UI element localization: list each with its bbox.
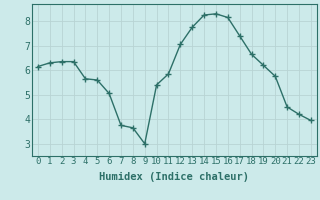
X-axis label: Humidex (Indice chaleur): Humidex (Indice chaleur) <box>100 172 249 182</box>
